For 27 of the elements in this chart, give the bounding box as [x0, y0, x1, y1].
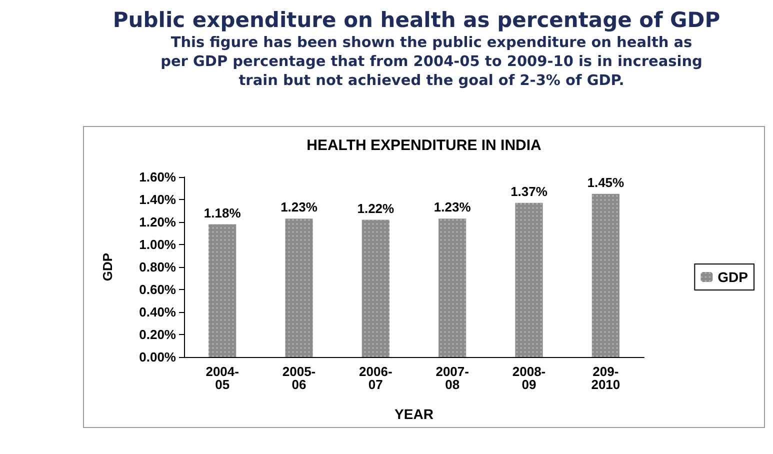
data-label: 1.23%	[280, 200, 318, 215]
y-tick-label: 0.20%	[139, 327, 176, 342]
data-label: 1.18%	[204, 205, 242, 220]
chart-title: HEALTH EXPENDITURE IN INDIA	[306, 137, 542, 154]
y-tick-label: 1.60%	[139, 170, 176, 184]
y-tick-label: 1.40%	[139, 192, 176, 207]
text: This figure has been shown the public expenditure on health as per GDP percentage that from 2004-05 to 2009-10 is in increasing train but not achieved the goal of 2-3% of GDP.	[160, 34, 704, 91]
x-axis-title: YEAR	[394, 406, 434, 422]
x-tick-label: 2008-09	[512, 364, 546, 392]
x-tick-label: 2007-08	[436, 364, 469, 392]
y-tick-label: 0.00%	[139, 350, 176, 364]
x-tick-label: 209-2010	[591, 364, 620, 392]
data-label: 1.37%	[510, 184, 548, 199]
y-axis-title: GDP	[100, 252, 115, 282]
x-tick-label: 2005-06	[282, 364, 316, 392]
data-label: 1.45%	[587, 174, 625, 190]
data-label: 1.23%	[434, 200, 472, 215]
y-tick-label: 1.20%	[139, 214, 176, 230]
legend-label: GDP	[718, 269, 748, 285]
y-tick-label: 0.80%	[139, 260, 176, 274]
y-tick-label: 1.00%	[139, 237, 176, 252]
y-tick-label: 0.40%	[139, 304, 176, 320]
text: Public expenditure on health as percentage of GDP	[112, 8, 722, 32]
data-label: 1.22%	[357, 200, 395, 216]
x-tick-label: 2006-07	[359, 364, 392, 392]
y-tick-label: 0.60%	[139, 282, 176, 297]
x-tick-label: 2004-05	[206, 364, 239, 392]
